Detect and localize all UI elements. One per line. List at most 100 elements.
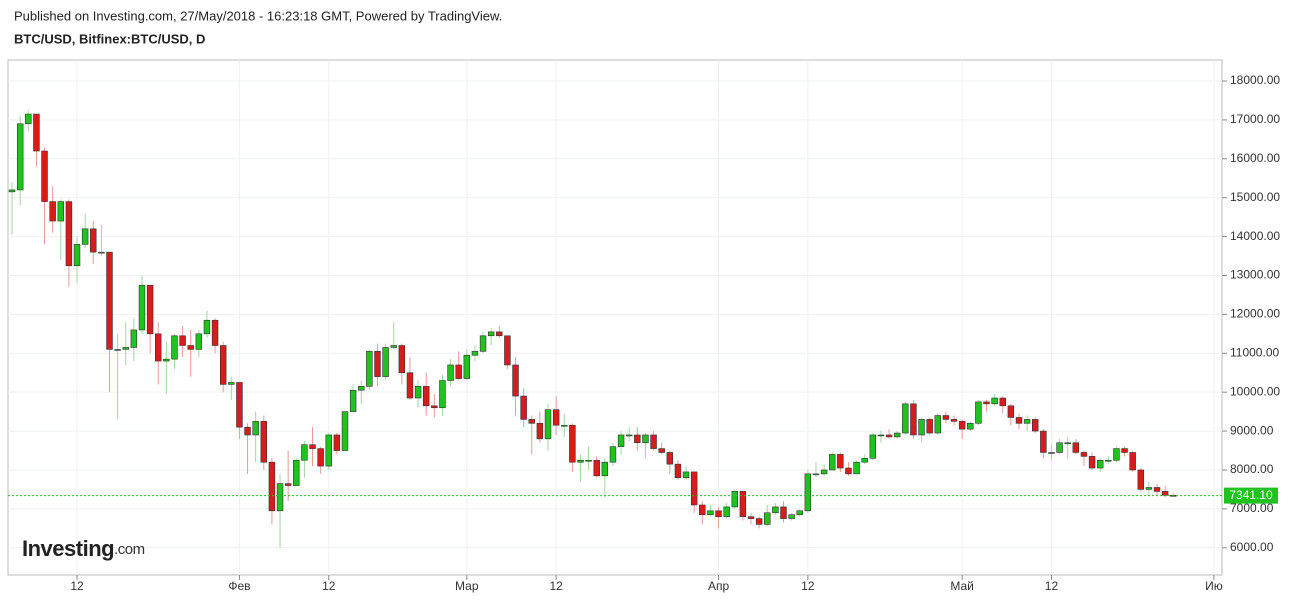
candle-body [211, 319, 219, 346]
y-tick-label: 13000.00 [1230, 268, 1280, 282]
candle-body [163, 358, 170, 362]
candle-body [642, 434, 649, 444]
candle-body [544, 409, 552, 440]
candle-body [228, 382, 235, 385]
x-tick-label: 12 [1045, 579, 1059, 593]
candle-body [276, 483, 284, 512]
candle-body [455, 364, 462, 379]
symbol-title: BTC/USD, Bitfinex:BTC/USD, D [14, 31, 205, 46]
candle-body [561, 424, 568, 427]
candle-body [983, 401, 990, 405]
candle-body [764, 512, 771, 525]
candle-body [999, 397, 1006, 407]
logo-name: Investing [22, 536, 114, 561]
candle-body [926, 419, 933, 434]
candle-body [8, 189, 16, 193]
candle-body [715, 510, 722, 517]
candle-body [341, 411, 349, 451]
candle-body [658, 448, 665, 453]
candle-body [479, 335, 487, 352]
y-tick-label: 8000.00 [1230, 462, 1274, 476]
candle-body [41, 150, 48, 202]
candle-body [65, 201, 73, 267]
candle-body [853, 461, 860, 475]
candle-body [301, 444, 308, 461]
candle-body [358, 386, 365, 391]
candle-body [707, 510, 714, 516]
y-tick-label: 14000.00 [1230, 229, 1280, 243]
candle-body [788, 514, 795, 519]
candle-body [1145, 487, 1153, 490]
candle-body [536, 423, 544, 440]
candle-body [837, 454, 844, 469]
candle-body [98, 251, 105, 254]
candle-body [252, 421, 259, 436]
candle-body [1072, 442, 1080, 453]
y-tick-label: 10000.00 [1230, 384, 1280, 398]
candle-body [1105, 459, 1112, 462]
candle-body [49, 201, 56, 222]
candle-body [203, 319, 211, 335]
candle-body [723, 506, 730, 517]
candle-body [1121, 448, 1128, 453]
candle-body [869, 434, 877, 459]
candle-body [1040, 430, 1047, 453]
candle-body [496, 331, 503, 337]
candle-body [1080, 452, 1088, 457]
y-tick-label: 16000.00 [1230, 151, 1280, 165]
candle-body [73, 244, 81, 267]
candle-body [406, 372, 414, 399]
candle-body [260, 421, 268, 463]
candle-body [1056, 442, 1063, 453]
candle-body [958, 421, 966, 430]
candle-body [601, 461, 609, 477]
candle-body [33, 113, 40, 152]
candle-body [812, 473, 820, 476]
x-tick-label: Май [950, 579, 974, 593]
candle-body [950, 419, 958, 422]
y-tick-label: 12000.00 [1230, 307, 1280, 321]
candle-body [617, 434, 625, 447]
x-tick-label: 12 [549, 579, 563, 593]
candle-body [690, 471, 698, 506]
candle-body [325, 434, 332, 467]
candle-body [374, 351, 381, 377]
candle-body [585, 459, 592, 462]
y-tick-label: 11000.00 [1230, 345, 1279, 359]
candle-body [439, 380, 446, 409]
candle-body [1096, 459, 1104, 469]
candle-body [268, 461, 276, 512]
candle-body [877, 434, 885, 437]
candle-body [317, 448, 324, 467]
candle-body [504, 335, 511, 366]
candle-body [552, 409, 560, 426]
x-tick-label: 12 [801, 579, 815, 593]
candle-body [106, 251, 113, 350]
candle-body [90, 228, 97, 253]
candle-body [414, 386, 422, 399]
candle-body [1153, 487, 1161, 492]
candle-body [845, 467, 852, 475]
candle-body [1048, 452, 1055, 454]
candle-body [293, 459, 300, 486]
candle-body [755, 518, 763, 525]
candle-body [512, 364, 519, 397]
candle-body [382, 347, 389, 377]
candle-body [179, 335, 186, 346]
x-tick-label: 12 [322, 579, 336, 593]
logo: Investing.com [22, 536, 145, 561]
candle-body [1129, 452, 1136, 471]
candle-body [674, 463, 682, 479]
candle-body [934, 415, 942, 434]
candle-body [1161, 491, 1169, 496]
candle-body [739, 491, 747, 517]
candle-body [398, 345, 406, 374]
candle-body [796, 510, 803, 516]
candle-body [577, 459, 584, 463]
candle-body [772, 506, 779, 514]
candle-body [16, 123, 24, 191]
candle-body [57, 201, 65, 222]
plot-frame [7, 59, 1223, 576]
candle-body [731, 491, 738, 508]
